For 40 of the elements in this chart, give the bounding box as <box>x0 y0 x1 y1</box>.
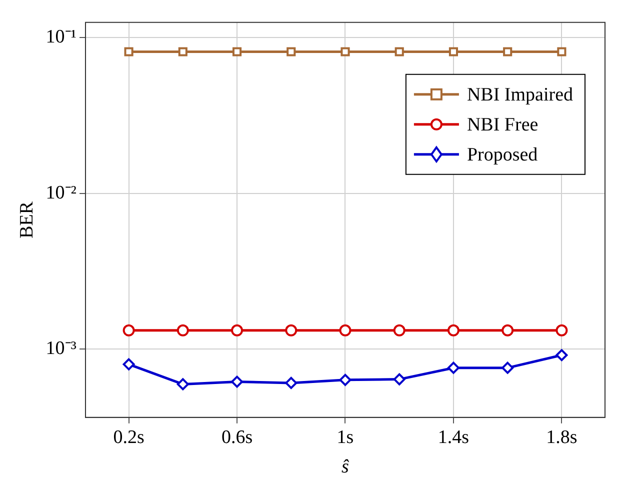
point <box>285 376 298 389</box>
point <box>286 47 296 56</box>
legend-label: Proposed <box>466 144 538 166</box>
y-tick-label: 10⁻² <box>46 182 77 204</box>
y-tick-label: 10⁻³ <box>46 338 77 360</box>
legend-label: NBI Free <box>466 114 538 136</box>
point <box>503 47 512 56</box>
legend-label: NBI Impaired <box>466 84 574 106</box>
x-tick-label: 0.2s <box>113 426 144 448</box>
point <box>339 324 352 336</box>
x-tick-label: 1s <box>336 426 354 448</box>
point <box>339 374 352 386</box>
point <box>122 324 135 336</box>
point <box>393 324 406 336</box>
x-tick-label: 1.4s <box>438 426 470 448</box>
point <box>447 362 460 374</box>
point <box>340 47 350 56</box>
point <box>231 376 244 388</box>
point <box>556 349 568 362</box>
point <box>178 47 188 56</box>
y-axis-title: BER <box>16 201 38 238</box>
point <box>176 378 189 390</box>
x-tick-label: 1.8s <box>546 426 578 448</box>
point <box>448 47 458 56</box>
y-tick-label: 10⁻¹ <box>46 26 77 48</box>
point <box>556 324 568 336</box>
x-tick-label: 0.6s <box>221 426 253 448</box>
point <box>393 373 406 386</box>
point <box>176 324 189 336</box>
point <box>502 324 514 336</box>
point <box>557 47 566 56</box>
point <box>124 47 134 56</box>
point <box>447 324 460 336</box>
point <box>394 47 404 56</box>
point <box>285 324 298 336</box>
point <box>502 362 514 374</box>
x-axis-title: ŝ <box>342 456 350 478</box>
point <box>231 324 244 336</box>
point <box>232 47 242 56</box>
point <box>122 358 135 370</box>
